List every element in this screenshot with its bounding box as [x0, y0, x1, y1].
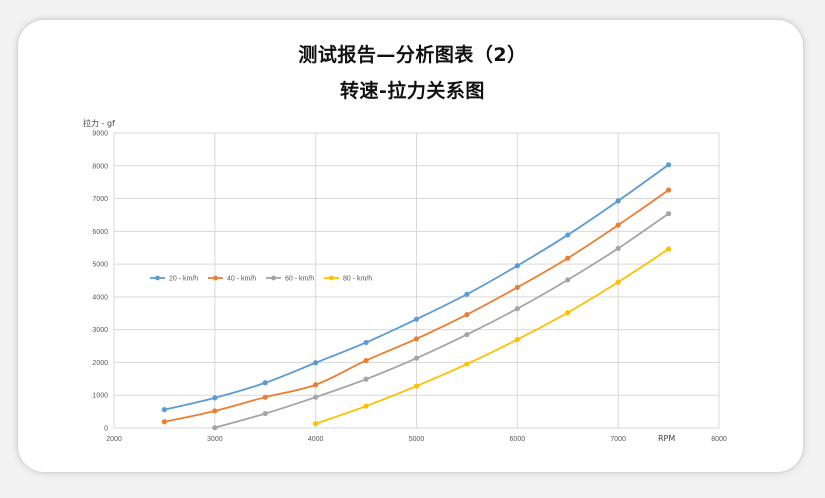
y-tick-label: 2000: [92, 360, 108, 367]
data-point: [565, 255, 571, 261]
data-point: [615, 222, 621, 228]
legend-marker: [271, 275, 276, 281]
data-point: [313, 360, 319, 366]
data-point: [665, 162, 672, 168]
series-4: [313, 246, 672, 427]
y-tick-label: 8000: [92, 163, 108, 170]
data-point: [363, 339, 369, 346]
legend-item: 20 - km/h: [150, 276, 198, 283]
x-tick-label: 7000: [610, 436, 626, 443]
data-point: [363, 376, 369, 382]
x-axis-label: RPM: [658, 434, 675, 443]
legend-label: 60 - km/h: [285, 276, 314, 283]
legend-label: 40 - km/h: [227, 276, 256, 283]
data-point: [363, 357, 369, 364]
data-point: [665, 187, 672, 193]
legend: 20 - km/h 40 - km/h 60 - km/h 80 - km/h: [150, 276, 372, 283]
report-card: [18, 20, 803, 472]
data-point: [615, 279, 621, 285]
legend-item: 40 - km/h: [208, 276, 256, 283]
legend-marker: [213, 275, 218, 281]
data-point: [413, 336, 420, 342]
data-point: [464, 361, 470, 367]
y-tick-label: 7000: [92, 196, 108, 203]
data-point: [464, 311, 470, 318]
data-point: [615, 245, 621, 251]
y-tick-label: 0: [104, 426, 108, 433]
y-tick-label: 1000: [92, 393, 108, 400]
data-point: [514, 336, 520, 343]
legend-marker: [329, 275, 334, 281]
data-point: [665, 246, 672, 252]
y-tick-label: 3000: [92, 327, 108, 334]
x-tick-label: 3000: [207, 436, 223, 443]
data-point: [161, 419, 168, 425]
data-point: [464, 291, 470, 297]
chart-title: 转速-拉力关系图: [340, 80, 485, 102]
legend-label: 80 - km/h: [343, 276, 372, 283]
data-point: [212, 395, 218, 401]
series-group: [161, 162, 672, 431]
y-axis-label: 拉力 - gf: [83, 118, 115, 128]
series-line: [214, 212, 670, 429]
data-point: [262, 380, 268, 386]
data-point: [313, 394, 319, 400]
legend-marker: [155, 275, 160, 281]
data-point: [313, 421, 319, 427]
data-point: [615, 198, 621, 204]
data-point: [363, 403, 369, 409]
series-1: [161, 162, 672, 413]
series-line: [315, 248, 670, 425]
legend-item: 60 - km/h: [266, 276, 314, 283]
data-point: [161, 407, 168, 413]
axes: 0 1000 2000 3000 4000 5000 6000 7000 8000 9000 200…: [92, 131, 726, 444]
data-point: [514, 306, 520, 312]
data-point: [313, 382, 319, 388]
data-point: [413, 316, 420, 322]
data-point: [262, 394, 268, 400]
y-tick-label: 4000: [92, 294, 108, 301]
data-point: [464, 331, 470, 338]
data-point: [665, 211, 672, 217]
legend-label: 20 - km/h: [169, 276, 198, 283]
series-3: [212, 211, 672, 431]
data-point: [212, 425, 218, 431]
data-point: [413, 383, 420, 389]
x-tick-label: 5000: [409, 436, 425, 443]
y-tick-label: 9000: [92, 131, 108, 138]
data-point: [262, 410, 268, 417]
legend-item: 80 - km/h: [324, 276, 372, 283]
x-tick-label: 4000: [308, 436, 324, 443]
y-tick-label: 6000: [92, 229, 108, 236]
series-2: [161, 187, 672, 425]
data-point: [565, 232, 571, 238]
data-point: [514, 284, 520, 290]
data-point: [514, 263, 520, 269]
data-point: [413, 355, 420, 361]
x-tick-label: 6000: [510, 436, 526, 443]
data-point: [212, 408, 218, 414]
report-title: 测试报告—分析图表（2）: [298, 44, 527, 66]
x-tick-label: 8000: [711, 436, 727, 443]
data-point: [565, 310, 571, 316]
x-tick-label: 2000: [106, 436, 122, 443]
y-tick-label: 5000: [92, 262, 108, 269]
data-point: [565, 277, 571, 283]
